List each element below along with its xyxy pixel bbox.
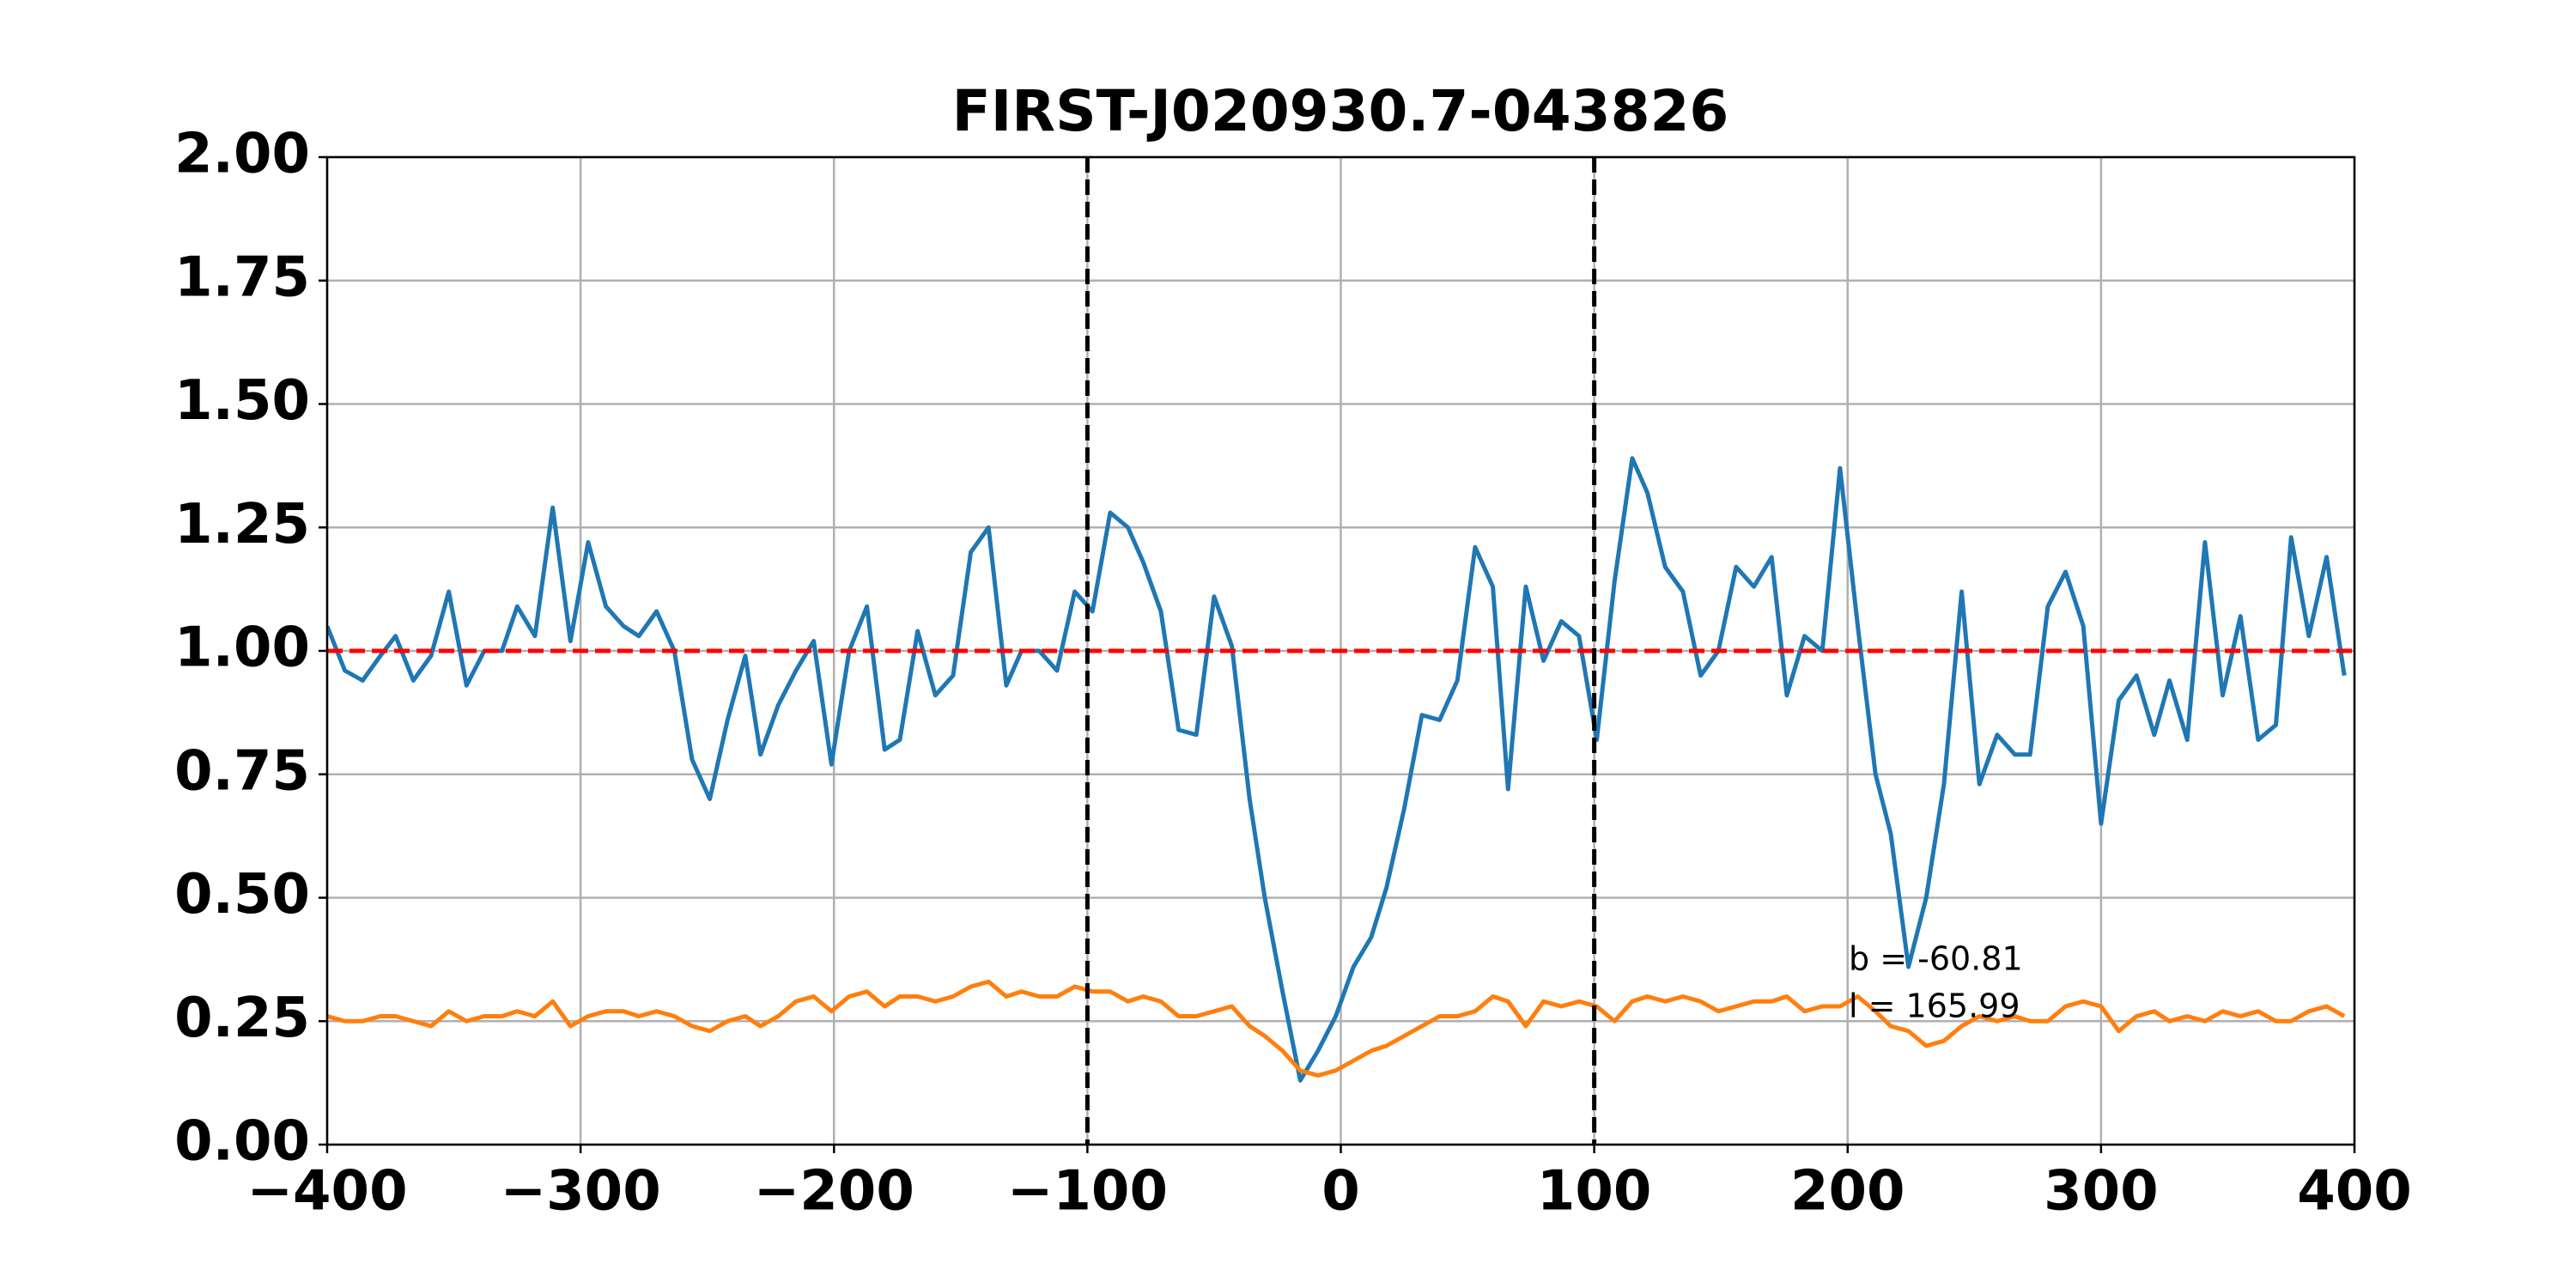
x-tick-label: 300 (2044, 1160, 2159, 1224)
x-tick-label: 100 (1537, 1160, 1652, 1224)
y-tick-label: 0.75 (174, 739, 310, 803)
series-line (327, 979, 2346, 1078)
plot-area (327, 157, 2354, 1145)
x-tick-label: −200 (754, 1160, 914, 1224)
x-tick-label: 200 (1790, 1160, 1905, 1224)
x-tick-label: −300 (501, 1160, 661, 1224)
chart-title: FIRST-J020930.7-043826 (952, 78, 1729, 144)
y-tick-label: 1.00 (174, 617, 310, 680)
y-tick-label: 0.25 (174, 987, 310, 1050)
y-tick-label: 1.75 (174, 246, 310, 309)
x-tick-label: −100 (1007, 1160, 1168, 1224)
labels: −400 −300 −200 −100 0 100 200 300 400 0.00 0.25 0.5… (174, 123, 2412, 1224)
y-tick-label: 0.50 (174, 863, 310, 927)
x-tick-label: 400 (2297, 1160, 2412, 1224)
annotation: b = -60.81 (1849, 940, 2023, 978)
y-tick-label: 1.50 (174, 369, 310, 433)
x-tick-label: 0 (1321, 1160, 1360, 1224)
y-tick-label: 2.00 (174, 123, 310, 186)
y-tick-label: 1.25 (174, 493, 310, 556)
x-tick-label: −400 (246, 1160, 407, 1224)
y-tick-label: 0.00 (174, 1110, 310, 1174)
series-line (327, 456, 2347, 1083)
annotation: l = 165.99 (1849, 987, 2020, 1025)
